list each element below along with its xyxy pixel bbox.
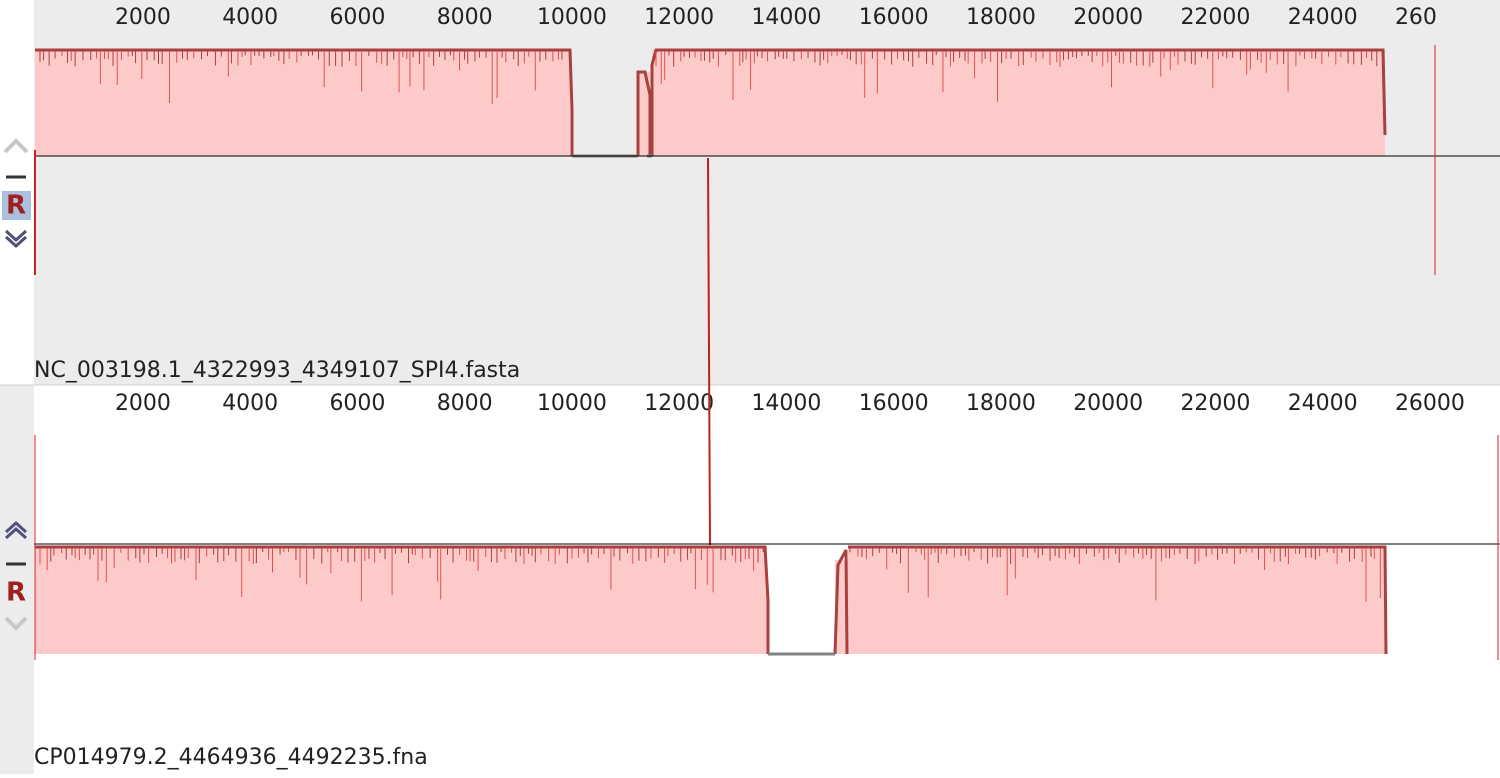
reverse-button-bg[interactable] <box>2 191 31 220</box>
similarity-profile <box>35 545 1388 656</box>
move-down-button[interactable] <box>4 229 28 243</box>
move-up-button[interactable] <box>4 526 28 540</box>
ruler-tick-label: 24000 <box>1288 391 1358 416</box>
ruler-tick-label: 18000 <box>966 5 1036 30</box>
move-down-button[interactable] <box>4 235 28 249</box>
ruler-tick-label: 20000 <box>1073 391 1143 416</box>
lcb-connector <box>707 157 711 546</box>
ruler-tick-label: 8000 <box>437 5 493 30</box>
ruler-tick-label: 4000 <box>222 391 278 416</box>
ruler-tick-label: 14000 <box>751 5 821 30</box>
ruler-tick-label: 24000 <box>1288 5 1358 30</box>
reverse-button[interactable]: R <box>6 191 26 221</box>
sequence-name: CP014979.2_4464936_4492235.fna <box>34 745 428 770</box>
ruler-tick-label: 18000 <box>966 391 1036 416</box>
ruler-tick-label: 10000 <box>537 391 607 416</box>
ruler-tick-label: 2000 <box>115 391 171 416</box>
ruler-tick-label: 12000 <box>644 391 714 416</box>
ruler-tick-label: 10000 <box>537 5 607 30</box>
panel-2-sidebar <box>0 385 34 774</box>
similarity-profile <box>35 48 1387 158</box>
sequence-name: NC_003198.1_4322993_4349107_SPI4.fasta <box>34 358 520 383</box>
ruler: 2000 4000 6000 8000 10000 12000 14000 16000 1800… <box>115 5 1465 30</box>
ruler-tick-label: 8000 <box>437 391 493 416</box>
ruler-tick-label: 22000 <box>1180 5 1250 30</box>
ruler-tick-label: 2000 <box>115 5 171 30</box>
ruler-tick-label: 20000 <box>1073 5 1143 30</box>
move-up-button[interactable] <box>4 520 28 534</box>
ruler-tick-label: 22000 <box>1180 391 1250 416</box>
ruler-tick-label: 26000 <box>1395 391 1465 416</box>
reverse-button[interactable]: R <box>6 578 26 608</box>
ruler: 2000 4000 6000 8000 10000 12000 14000 16000 1800… <box>115 391 1465 416</box>
move-down-button[interactable] <box>4 616 28 631</box>
ruler-tick-label: 4000 <box>222 5 278 30</box>
ruler-tick-label: 16000 <box>859 5 929 30</box>
ruler-tick-label: 26000 <box>1395 5 1465 30</box>
ruler-tick-label: 16000 <box>859 391 929 416</box>
ruler-tick-label: 14000 <box>751 391 821 416</box>
move-up-button[interactable] <box>3 138 29 154</box>
ruler-tick-label: 12000 <box>644 5 714 30</box>
ruler-tick-label: 6000 <box>329 391 385 416</box>
ruler-tick-label: 6000 <box>329 5 385 30</box>
